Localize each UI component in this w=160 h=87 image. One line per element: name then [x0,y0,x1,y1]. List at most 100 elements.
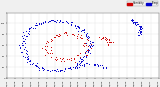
Point [40,24,42,25]
Point [81,30,84,31]
Point [56,34,59,36]
Point [140,33,142,34]
Point [132,23,134,24]
Point [54,56,57,58]
Point [102,38,105,39]
Point [87,38,89,39]
Point [73,35,76,36]
Point [18,47,21,48]
Point [84,51,86,53]
Point [69,22,72,23]
Point [76,68,79,69]
Point [108,38,110,40]
Point [41,48,44,49]
Point [103,39,106,40]
Point [27,28,30,29]
Point [29,63,31,64]
Point [88,49,91,50]
Point [29,61,32,62]
Point [81,59,84,61]
Point [83,55,85,57]
Point [140,28,142,30]
Point [24,30,27,32]
Point [29,27,31,29]
Point [77,25,80,26]
Point [70,24,73,25]
Point [86,63,89,64]
Point [79,58,82,59]
Point [83,42,86,44]
Point [91,45,93,46]
Point [25,51,28,52]
Point [76,54,79,56]
Point [109,41,111,43]
Point [35,64,37,65]
Point [23,40,26,42]
Point [82,65,85,66]
Point [86,38,89,40]
Point [47,41,49,42]
Point [21,42,23,43]
Point [41,67,44,68]
Point [85,35,87,36]
Point [24,42,26,44]
Point [90,44,92,45]
Point [100,38,103,39]
Point [56,68,58,70]
Point [85,51,87,52]
Point [82,29,85,30]
Point [24,35,27,37]
Point [71,33,74,34]
Point [97,65,100,67]
Point [69,66,72,68]
Point [22,31,25,32]
Point [70,21,73,22]
Point [51,20,53,21]
Point [88,40,91,41]
Point [41,69,44,70]
Point [59,20,62,22]
Point [139,25,141,27]
Point [22,40,25,42]
Point [58,33,60,35]
Point [24,56,26,57]
Point [59,21,61,22]
Point [27,33,30,35]
Point [44,48,46,49]
Point [23,48,25,49]
Point [59,70,61,71]
Point [43,69,46,70]
Point [85,38,88,40]
Point [53,70,55,71]
Point [92,64,95,65]
Point [69,67,71,68]
Point [89,43,92,45]
Point [53,20,56,22]
Point [87,50,89,52]
Point [138,30,141,31]
Point [26,32,29,33]
Point [49,19,52,21]
Legend: Humidity, Temp: Humidity, Temp [127,1,158,6]
Point [46,69,49,71]
Point [140,25,142,27]
Point [104,66,107,68]
Point [86,35,89,36]
Point [110,42,113,43]
Point [38,22,40,24]
Point [52,19,55,21]
Point [99,64,101,65]
Point [138,25,140,26]
Point [22,40,24,42]
Point [53,69,55,71]
Point [27,56,30,57]
Point [79,37,82,39]
Point [109,41,112,42]
Point [138,28,141,29]
Point [62,58,65,59]
Point [65,31,68,33]
Point [27,33,30,34]
Point [54,70,56,71]
Point [81,60,84,62]
Point [42,68,44,69]
